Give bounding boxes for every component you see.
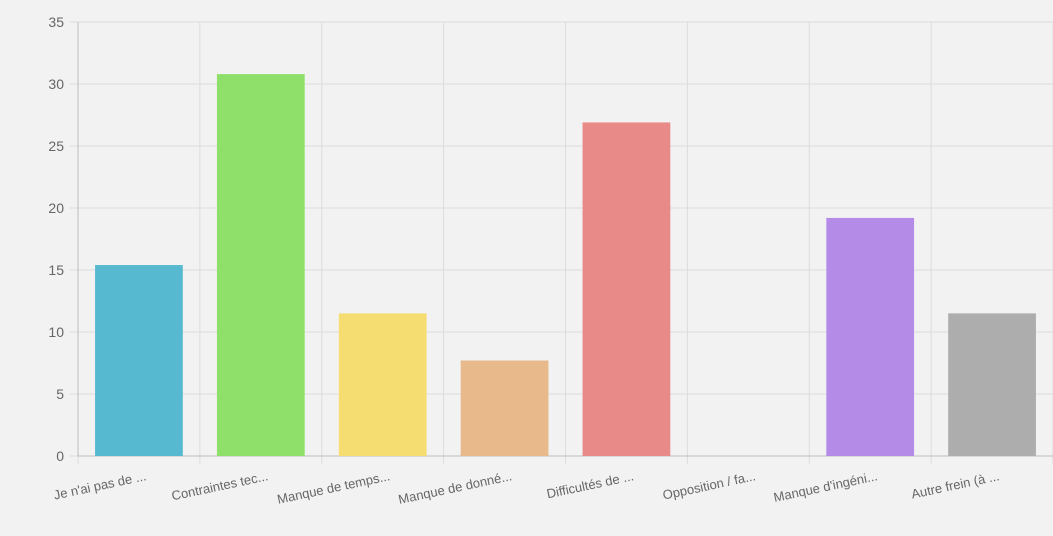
y-tick-label: 25 <box>48 138 64 154</box>
bar[interactable] <box>460 360 549 456</box>
bar[interactable] <box>826 217 915 456</box>
x-tick-label: Manque de donné... <box>397 468 513 507</box>
x-tick-label: Opposition / fa... <box>661 468 757 502</box>
x-tick-label: Manque d'ingéni... <box>772 468 879 505</box>
x-tick-label: Je n'ai pas de ... <box>52 468 147 502</box>
y-tick-label: 35 <box>48 14 64 30</box>
y-tick-label: 5 <box>56 386 64 402</box>
y-tick-label: 20 <box>48 200 64 216</box>
x-tick-label: Contraintes tec... <box>170 468 269 503</box>
x-tick-label: Autre frein (à ... <box>910 468 1001 501</box>
bar[interactable] <box>338 313 427 456</box>
bars-layer <box>95 74 1036 456</box>
x-tick-label: Manque de temps... <box>276 468 392 507</box>
bar[interactable] <box>948 313 1036 456</box>
bar[interactable] <box>582 122 671 456</box>
bar[interactable] <box>95 265 183 456</box>
y-tick-label: 0 <box>56 448 64 464</box>
y-tick-label: 15 <box>48 262 64 278</box>
bar[interactable] <box>216 74 305 456</box>
y-tick-label: 30 <box>48 76 64 92</box>
y-tick-label: 10 <box>48 324 64 340</box>
x-tick-label: Difficultés de ... <box>545 468 635 501</box>
x-tick-labels: Je n'ai pas de ... Contraintes tec... Manq… <box>52 468 1000 507</box>
